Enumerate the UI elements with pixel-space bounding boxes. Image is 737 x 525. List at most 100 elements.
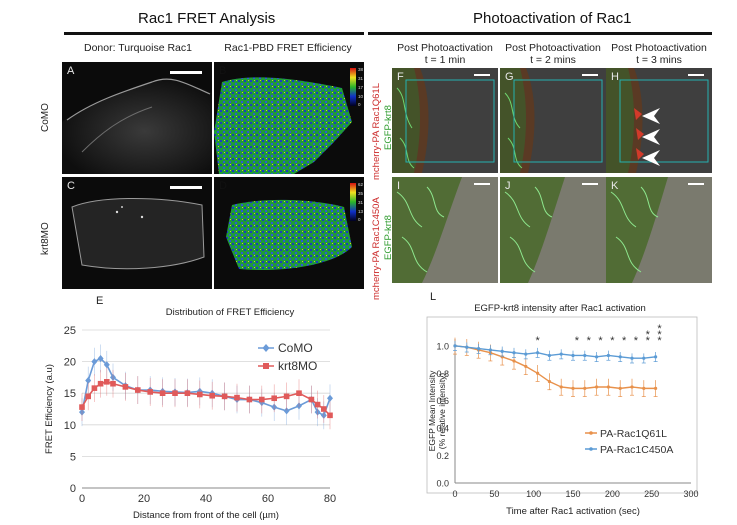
data-point	[642, 386, 646, 390]
panel-letter-a: A	[67, 65, 75, 77]
legend-marker	[263, 363, 269, 369]
col-label-t2: Post Photoactivation t = 2 mins	[500, 42, 606, 66]
data-point	[547, 353, 551, 358]
data-point	[583, 386, 587, 390]
legend-label: CoMO	[278, 341, 313, 355]
data-point	[271, 395, 277, 402]
panel-f-image	[392, 68, 495, 173]
left-title-rule	[64, 32, 364, 35]
y-tick-label: 0.8	[436, 369, 449, 379]
y-tick-label: 0.2	[436, 451, 449, 461]
data-point	[606, 353, 610, 358]
legend-marker	[589, 447, 593, 451]
data-point	[246, 396, 253, 403]
data-point	[184, 390, 191, 396]
data-point	[512, 351, 516, 355]
scale-bar-a	[170, 71, 202, 74]
data-point	[327, 412, 333, 419]
arrowhead-icon	[642, 108, 660, 124]
data-point	[488, 348, 492, 352]
y-tick-label: 25	[64, 325, 76, 337]
chart-l: 0.0 0.2 0.4 0.6 0.8 1.0 0 50 100 150 200 250 300 Time…	[426, 316, 699, 517]
col-label-t3: Post Photoactivation t = 3 mins	[606, 42, 712, 66]
legend-label: krt8MO	[278, 359, 317, 373]
y-axis-label-line2: (% relative intensity)	[437, 373, 447, 450]
data-point	[524, 364, 528, 369]
panel-i-image	[392, 177, 462, 283]
data-point	[654, 355, 658, 359]
panel-b-image	[214, 77, 352, 174]
x-axis-label: Time after Rac1 activation (sec)	[506, 506, 640, 517]
panel-letter-i: I	[397, 180, 401, 192]
data-point	[642, 356, 646, 360]
data-point	[135, 387, 141, 393]
significance-mark: *	[575, 335, 580, 347]
pa-label-c450a: mcherry-PA Rac1C450A	[371, 197, 382, 300]
data-point	[536, 351, 540, 355]
right-section-title: Photoactivation of Rac1	[473, 10, 632, 27]
data-point	[595, 385, 599, 389]
data-point	[172, 390, 178, 396]
significance-mark: *	[634, 335, 639, 347]
colorbar-b	[350, 68, 356, 106]
panel-g-image	[500, 68, 603, 173]
data-point	[104, 379, 110, 385]
significance-mark: *	[535, 335, 540, 347]
panel-b-fret-como: B 38 31 17 10 0	[214, 62, 364, 174]
significance-mark: *	[622, 335, 627, 347]
x-tick-label: 150	[565, 489, 580, 499]
data-point	[221, 393, 228, 400]
colorbar-d	[350, 183, 356, 221]
data-point	[654, 386, 658, 390]
data-point	[559, 385, 563, 389]
panel-a-image	[62, 78, 212, 174]
x-axis-label: Distance from front of the cell (µm)	[133, 510, 279, 520]
series-line	[454, 345, 656, 390]
panel-letter-d: D	[219, 180, 227, 192]
legend-marker	[262, 344, 270, 352]
x-tick-label: 0	[79, 493, 85, 505]
panel-h: H	[606, 68, 712, 173]
data-point	[103, 361, 110, 369]
colorbar-b-tick: 10	[358, 94, 364, 99]
y-tick-label: 5	[70, 451, 76, 463]
y-tick-label: 0	[70, 483, 76, 495]
data-point	[79, 404, 85, 410]
right-title-rule	[368, 32, 712, 35]
x-tick-label: 60	[262, 493, 274, 505]
colorbar-d-tick: 62	[358, 182, 364, 187]
panel-d-fret-krt8mo: D 62 35 31 13 0	[214, 177, 364, 289]
panel-d-image	[226, 199, 352, 271]
x-tick-label: 100	[526, 489, 541, 499]
colorbar-d-tick: 13	[358, 209, 364, 214]
data-point	[122, 384, 129, 390]
chart-frame	[426, 316, 698, 494]
x-tick-label: 80	[324, 493, 336, 505]
x-tick-label: 250	[644, 489, 659, 499]
significance-mark: *	[657, 323, 662, 335]
x-tick-label: 40	[200, 493, 212, 505]
scale-bar-g	[582, 74, 598, 76]
y-axis-label: FRET Efficiency (a.u)	[44, 364, 55, 454]
left-section-title: Rac1 FRET Analysis	[138, 10, 276, 27]
panel-g: G	[500, 68, 606, 173]
chart-e-title: Distribution of FRET Efficiency	[165, 307, 295, 318]
significance-mark: *	[657, 335, 662, 347]
colorbar-d-tick: 35	[358, 191, 364, 196]
significance-mark: *	[646, 335, 651, 347]
y-tick-label: 1.0	[436, 341, 449, 351]
col-label-t1: Post Photoactivation t = 1 min	[392, 42, 498, 66]
significance-mark: *	[587, 335, 592, 347]
data-point	[97, 380, 104, 387]
time-label-1: t = 1 min	[424, 54, 466, 66]
panel-c-image	[71, 198, 205, 270]
legend-label: PA-Rac1C450A	[600, 444, 673, 456]
panel-letter-f: F	[397, 71, 404, 83]
y-tick-label: 0.0	[436, 479, 449, 489]
series-line	[454, 345, 656, 359]
panel-j: J	[500, 177, 606, 283]
panel-letter-l: L	[430, 291, 437, 303]
post-photoactivation-label: Post Photoactivation	[611, 42, 707, 54]
data-point	[91, 358, 98, 366]
data-point	[500, 349, 504, 353]
